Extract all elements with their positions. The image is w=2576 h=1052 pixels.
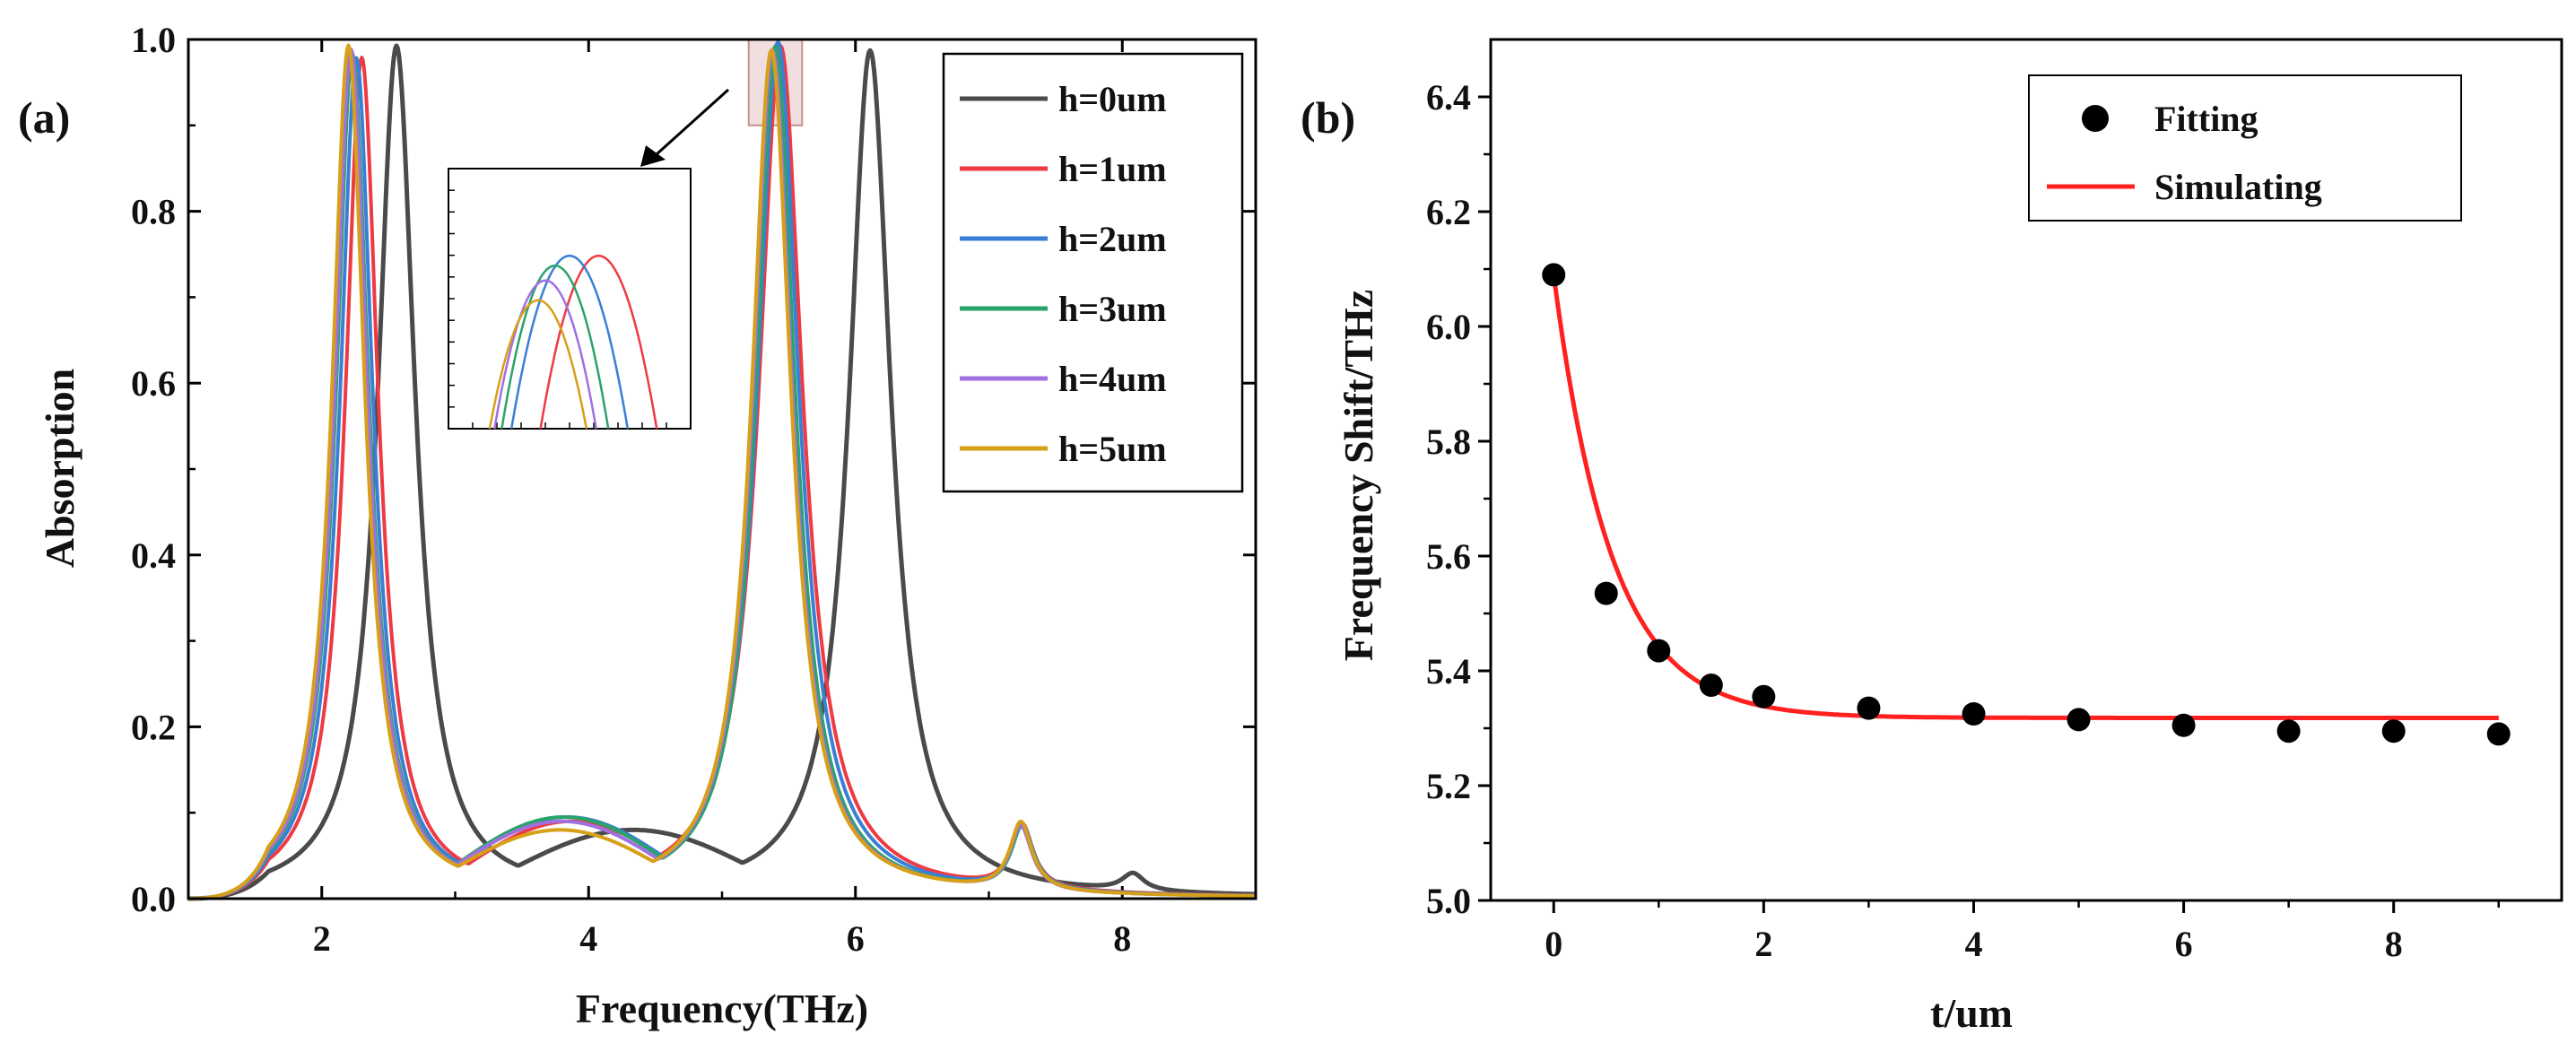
fitting-point bbox=[2381, 719, 2406, 743]
inset-line-h=4um bbox=[493, 279, 597, 430]
fitting-point bbox=[2171, 713, 2196, 737]
panel-a-x-axis-label: Frequency(THz) bbox=[576, 986, 868, 1031]
fitting-point bbox=[1962, 702, 1986, 726]
x-tick-label: 6 bbox=[847, 918, 865, 959]
fitting-point bbox=[1857, 696, 1881, 720]
legend-label: h=3um bbox=[1058, 289, 1167, 329]
zoom-arrow-head bbox=[640, 145, 666, 167]
y-tick-label: 0.4 bbox=[131, 535, 176, 576]
panel-a-label: (a) bbox=[18, 92, 70, 143]
panel-a-series bbox=[187, 39, 1257, 901]
legend-label: h=0um bbox=[1058, 79, 1167, 119]
x-tick-label: 0 bbox=[1545, 924, 1562, 964]
legend-box bbox=[942, 52, 1244, 493]
legend-box bbox=[2028, 74, 2462, 222]
x-tick-label: 2 bbox=[313, 918, 331, 959]
fitting-point bbox=[1699, 674, 1723, 697]
legend-label: h=1um bbox=[1058, 149, 1167, 189]
simulating-curve bbox=[1551, 274, 2499, 720]
x-tick-label: 8 bbox=[1113, 918, 1131, 959]
panel-a: (a) Absorption Frequency(THz) 2 4 6 8 0.0 0.2… bbox=[18, 20, 1258, 1031]
y-tick-label: 5.6 bbox=[1426, 536, 1471, 577]
panel-b-ticks: 0 2 4 6 8 5.0 5.2 5.4 5.6 5.8 6.0 6.2 6.4 bbox=[1426, 77, 2501, 964]
legend-label: h=2um bbox=[1058, 219, 1167, 259]
y-tick-label: 0.0 bbox=[131, 879, 176, 919]
y-tick-label: 5.2 bbox=[1426, 766, 1471, 806]
panel-a-legend: h=0um h=1um h=2um h=3um h=4um h=5um bbox=[942, 52, 1244, 493]
y-tick-label: 6.4 bbox=[1426, 77, 1471, 117]
y-tick-label: 6.0 bbox=[1426, 307, 1471, 347]
panel-b-x-axis-label: t/um bbox=[1930, 990, 2013, 1036]
fitting-point bbox=[2276, 719, 2301, 743]
x-tick-label: 6 bbox=[2175, 924, 2193, 964]
panel-b-series bbox=[1542, 263, 2511, 746]
panel-b-legend: Fitting Simulating bbox=[2028, 74, 2462, 222]
x-tick-label: 2 bbox=[1754, 924, 1772, 964]
y-tick-label: 1.0 bbox=[131, 20, 176, 60]
panel-b: (b) Frequency Shift/THz t/um 0 2 4 6 8 5.0 5.2… bbox=[1301, 38, 2563, 1036]
y-tick-label: 0.8 bbox=[131, 192, 176, 232]
y-tick-label: 5.4 bbox=[1426, 651, 1471, 691]
panel-a-y-axis-label: Absorption bbox=[37, 369, 83, 568]
fitting-point bbox=[2486, 722, 2511, 746]
y-tick-label: 5.0 bbox=[1426, 881, 1471, 921]
inset-line-h=1um bbox=[539, 254, 658, 430]
series-line-h=5um bbox=[187, 43, 1257, 900]
legend-label: Fitting bbox=[2154, 99, 2258, 139]
x-tick-label: 4 bbox=[579, 918, 597, 959]
panel-a-frame bbox=[187, 38, 1258, 900]
y-tick-label: 0.2 bbox=[131, 707, 176, 747]
panel-b-frame bbox=[1489, 38, 2563, 902]
legend-swatch bbox=[2082, 105, 2109, 132]
fitting-point bbox=[1542, 263, 1566, 287]
y-tick-label: 6.2 bbox=[1426, 192, 1471, 232]
y-tick-label: 0.6 bbox=[131, 363, 176, 404]
fitting-point bbox=[2067, 708, 2091, 732]
inset-series bbox=[488, 254, 658, 430]
panel-b-label: (b) bbox=[1301, 92, 1355, 143]
y-tick-label: 5.8 bbox=[1426, 422, 1471, 462]
inset-line-h=5um bbox=[488, 299, 588, 430]
inset-line-h=3um bbox=[500, 264, 610, 430]
panel-a-ticks: 2 4 6 8 0.0 0.2 0.4 0.6 0.8 1.0 bbox=[131, 20, 1258, 959]
series-line-h=0um bbox=[187, 43, 1257, 901]
x-tick-label: 8 bbox=[2385, 924, 2403, 964]
legend-label: h=5um bbox=[1058, 429, 1167, 469]
panel-b-y-axis-label: Frequency Shift/THz bbox=[1336, 290, 1381, 661]
panel-a-inset bbox=[448, 168, 692, 430]
fitting-point bbox=[1647, 639, 1671, 663]
fitting-point bbox=[1752, 684, 1776, 709]
zoom-arrow bbox=[655, 88, 730, 156]
x-tick-label: 4 bbox=[1964, 924, 1982, 964]
inset-ticks bbox=[448, 189, 667, 429]
legend-label: h=4um bbox=[1058, 359, 1167, 399]
legend-label: Simulating bbox=[2154, 167, 2322, 207]
inset-line-h=2um bbox=[509, 254, 630, 430]
fitting-point bbox=[1594, 581, 1618, 605]
